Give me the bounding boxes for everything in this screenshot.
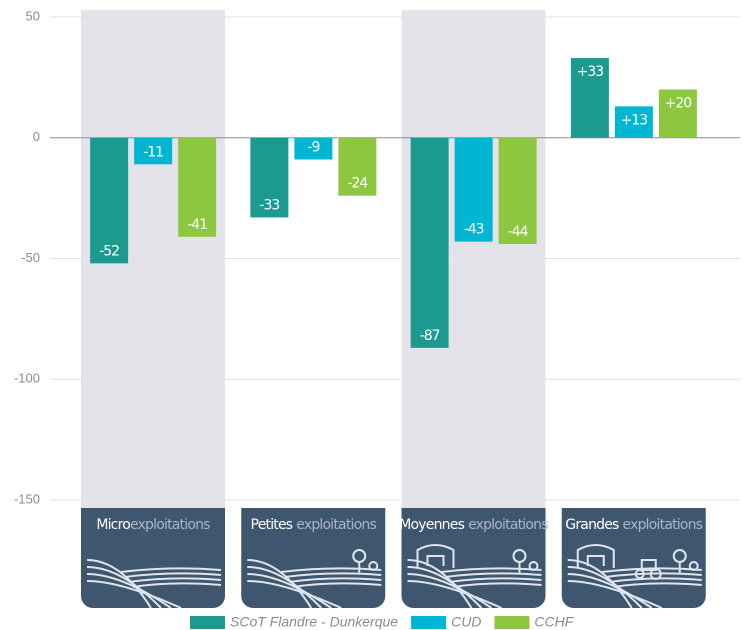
value-label: -44: [508, 224, 529, 240]
barn: [416, 544, 455, 568]
x-tick-label: Grandes exploitations: [565, 517, 702, 533]
category-suffix: exploitations: [468, 517, 548, 533]
field-line: [247, 566, 322, 609]
field-line: [407, 580, 502, 609]
field-line: [567, 573, 653, 609]
category-name: Moyennes: [399, 517, 464, 533]
field-line: [247, 580, 342, 609]
value-label: -52: [99, 243, 119, 259]
bar: [134, 137, 173, 165]
bar: [614, 106, 653, 138]
barn: [576, 544, 615, 568]
category-suffix: exploitations: [130, 517, 210, 533]
bar: [454, 137, 493, 242]
field-line: [86, 573, 172, 609]
bar: [90, 137, 129, 264]
value-label: +20: [665, 95, 692, 111]
value-label: -9: [307, 139, 319, 155]
field-line: [407, 566, 483, 609]
tree: [528, 561, 539, 571]
bar: [338, 137, 377, 196]
x-tick-label: Petites exploitations: [251, 517, 377, 533]
value-label: -24: [347, 176, 368, 192]
bar: [498, 137, 537, 245]
category-name: Micro: [96, 517, 130, 533]
field-line: [407, 573, 493, 609]
x-tick-label: Microexploitations: [96, 517, 210, 533]
bar: [410, 137, 449, 348]
x-tick-label: Moyennes exploitations: [399, 517, 548, 533]
value-label: +13: [621, 112, 648, 128]
field-line: [449, 577, 542, 583]
legend-label: CCHF: [534, 614, 574, 630]
value-label: -43: [464, 222, 484, 238]
tractor: [640, 559, 657, 571]
value-label: -11: [143, 144, 163, 160]
bar: [294, 137, 333, 160]
field-line: [132, 582, 222, 588]
field-line: [247, 559, 313, 609]
legend-swatch: [411, 616, 447, 629]
field-line: [453, 582, 542, 588]
field-line: [289, 577, 382, 583]
y-tick-label: -100: [14, 371, 40, 386]
category-panel: Petites exploitations: [241, 508, 386, 609]
field-line: [613, 582, 702, 588]
field-line: [567, 566, 643, 609]
field-line: [567, 580, 663, 609]
category-suffix: exploitations: [623, 517, 703, 533]
field-line: [86, 580, 182, 609]
value-label: -87: [420, 328, 440, 344]
value-label: -33: [259, 197, 279, 213]
tree: [368, 561, 379, 571]
tractor-wheel: [634, 569, 645, 579]
category-panel: Moyennes exploitations: [399, 508, 549, 609]
bar: [250, 137, 289, 218]
legend-label: CUD: [451, 614, 481, 630]
y-tick-label: 50: [26, 8, 40, 23]
field-line: [285, 572, 382, 578]
field-line: [293, 582, 382, 588]
tractor-wheel: [649, 568, 662, 580]
field-line: [86, 559, 152, 609]
category-panel: Microexploitations: [81, 508, 225, 609]
field-line: [605, 572, 702, 578]
legend-swatch: [494, 616, 530, 629]
bar: [570, 58, 609, 138]
category-name: Grandes: [565, 517, 619, 533]
field-line: [86, 566, 162, 609]
field-line: [124, 572, 222, 578]
y-tick-label: -50: [21, 250, 40, 265]
field-line: [128, 577, 222, 583]
field-line: [247, 573, 332, 609]
legend-swatch: [190, 616, 225, 629]
value-label: -41: [187, 217, 207, 233]
category-suffix: exploitations: [296, 517, 376, 533]
bar: [658, 89, 697, 138]
legend-label: SCoT Flandre - Dunkerque: [230, 614, 398, 630]
field-line: [567, 559, 633, 609]
category-panel: Grandes exploitations: [561, 508, 706, 609]
category-name: Petites: [251, 517, 293, 533]
value-label: +33: [577, 64, 604, 80]
field-line: [407, 559, 473, 609]
y-tick-label: -150: [14, 491, 40, 506]
field-line: [120, 567, 222, 573]
tree: [688, 561, 699, 571]
y-tick-label: 0: [33, 129, 40, 144]
bar: [178, 137, 217, 237]
field-line: [445, 572, 542, 578]
